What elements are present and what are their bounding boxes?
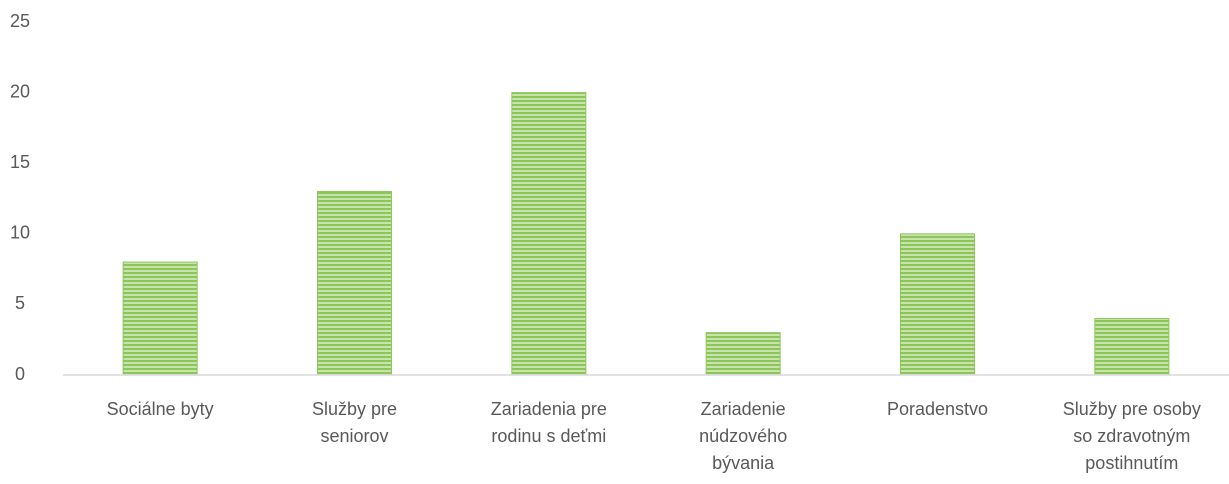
y-tick-label: 0 [15,364,25,384]
x-tick-label: Poradenstvo [887,399,988,419]
y-tick-label: 5 [15,293,25,313]
y-tick-label: 20 [10,81,30,101]
bar [900,233,975,376]
bar [511,92,587,376]
x-tick-label: Služby pre osoby so zdravotným postihnutím [1063,399,1201,473]
x-tick-label: Zariadenie núdzového bývania [699,399,787,473]
y-tick-label: 10 [10,223,30,243]
y-tick-label: 25 [10,11,30,31]
bar [705,332,781,376]
bar [317,190,392,376]
bar [122,261,198,376]
x-tick-label: Zariadenia pre rodinu s deťmi [491,399,607,446]
x-tick-label: Sociálne byty [107,399,214,419]
y-tick-label: 15 [10,152,30,172]
x-tick-label: Služby pre seniorov [312,399,397,446]
bar [1094,318,1170,376]
